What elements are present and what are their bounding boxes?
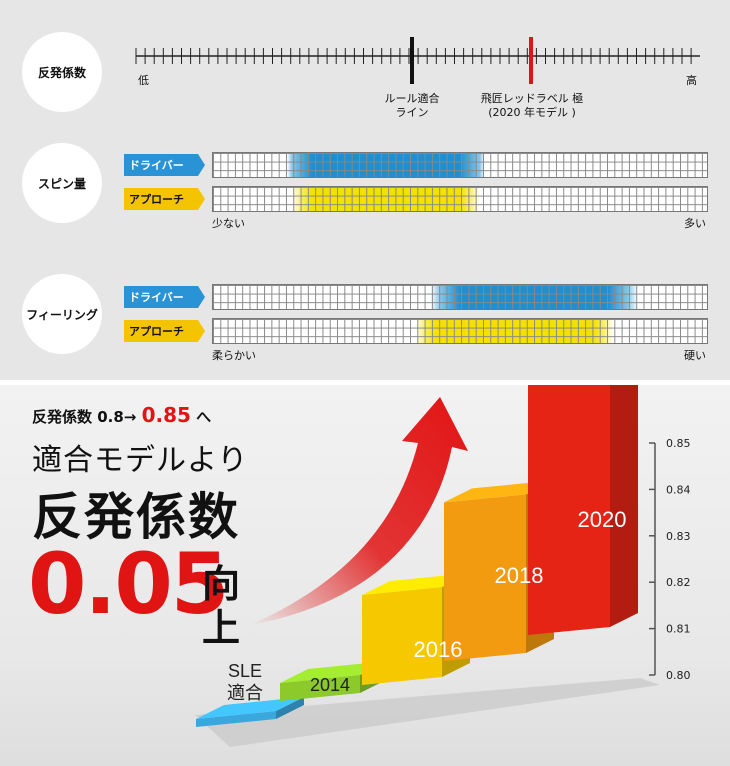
rule-line-caption: ルール適合 ライン bbox=[372, 92, 452, 120]
spin-driver-tag-text: ドライバー bbox=[129, 159, 184, 172]
feeling-driver-tag: ドライバー bbox=[124, 286, 205, 308]
feeling-driver-tag-text: ドライバー bbox=[129, 291, 184, 304]
bar-front bbox=[196, 711, 276, 727]
promo-panel: 反発係数 0.8→ 0.85 へ 適合モデルより 反発係数 0.05 向 上 0… bbox=[0, 385, 730, 766]
promo-big-suffix-1: 向 bbox=[202, 562, 241, 606]
feeling-high-label: 硬い bbox=[684, 349, 706, 362]
rebound-circle: 反発係数 bbox=[22, 32, 102, 112]
rule-line-caption-1: ルール適合 bbox=[384, 92, 440, 105]
scale-high-label: 高 bbox=[686, 74, 697, 87]
bar-label-2018: 2018 bbox=[495, 563, 544, 588]
y-axis-tick-label: 0.81 bbox=[666, 623, 691, 636]
feeling-driver-bar bbox=[212, 284, 708, 310]
scale-low-label: 低 bbox=[138, 74, 149, 87]
y-axis-tick-label: 0.85 bbox=[666, 437, 691, 450]
promo-big-suffix-2: 上 bbox=[202, 606, 241, 650]
feeling-approach-bar bbox=[212, 318, 708, 344]
spec-panel: 反発係数 低 高 ルール適合 ライン 飛匠レッドラベル 極 (2020 年モデル… bbox=[0, 0, 730, 380]
spin-approach-bar bbox=[212, 186, 708, 212]
rebound-label: 反発係数 bbox=[37, 65, 86, 80]
promo-line-1-suffix: へ bbox=[190, 408, 212, 426]
bar-top bbox=[280, 661, 388, 683]
growth-arrow bbox=[250, 397, 468, 625]
rebound-scale bbox=[135, 37, 700, 84]
y-axis-tick-label: 0.82 bbox=[666, 576, 691, 589]
y-axis-tick-label: 0.83 bbox=[666, 530, 691, 543]
y-axis-tick-label: 0.80 bbox=[666, 669, 691, 682]
spin-low-label: 少ない bbox=[212, 217, 245, 230]
bar-top bbox=[196, 697, 304, 719]
bar-front bbox=[362, 587, 442, 685]
feeling-low-label: 柔らかい bbox=[212, 349, 256, 362]
rule-line-caption-2: ライン bbox=[395, 106, 429, 119]
bar-front bbox=[280, 675, 360, 701]
chart-floor bbox=[195, 678, 660, 747]
spin-approach-tag: アプローチ bbox=[124, 188, 205, 210]
product-line-caption-2: (2020 年モデル ) bbox=[488, 106, 576, 119]
bar-label-2016: 2016 bbox=[414, 637, 463, 662]
bar-label-2014: 2014 bbox=[310, 675, 350, 695]
feeling-approach-tag: アプローチ bbox=[124, 320, 205, 342]
promo-line-1-prefix: 反発係数 0.8→ bbox=[32, 408, 142, 426]
spin-circle: スピン量 bbox=[22, 143, 102, 223]
bar-top bbox=[444, 480, 554, 503]
spin-high-label: 多い bbox=[684, 217, 706, 230]
bar-label-sle-1: SLE bbox=[228, 661, 262, 681]
product-line-caption: 飛匠レッドラベル 極 (2020 年モデル ) bbox=[471, 92, 593, 120]
promo-line-1: 反発係数 0.8→ 0.85 へ bbox=[32, 403, 211, 427]
bar-side bbox=[276, 697, 304, 719]
promo-line-2: 適合モデルより bbox=[32, 443, 249, 478]
spin-approach-tag-text: アプローチ bbox=[129, 193, 184, 206]
spin-label: スピン量 bbox=[37, 176, 86, 191]
spin-driver-tag: ドライバー bbox=[124, 154, 205, 176]
promo-line-3: 反発係数 bbox=[32, 488, 240, 546]
spin-driver-bar bbox=[212, 152, 708, 178]
feeling-circle: フィーリング bbox=[22, 274, 102, 354]
y-axis-tick-label: 0.84 bbox=[666, 483, 691, 496]
promo-line-1-value: 0.85 bbox=[141, 403, 191, 427]
bar-label-sle-2: 適合 bbox=[227, 683, 263, 703]
bar-label-2020: 2020 bbox=[578, 507, 627, 532]
bar-top bbox=[362, 573, 470, 595]
promo-big-number: 0.05 bbox=[28, 535, 229, 633]
bar-side bbox=[610, 385, 638, 627]
feeling-label: フィーリング bbox=[26, 307, 98, 322]
bar-front bbox=[528, 385, 610, 635]
product-line-caption-1: 飛匠レッドラベル 極 bbox=[480, 92, 584, 105]
bar-front bbox=[444, 494, 526, 661]
feeling-approach-tag-text: アプローチ bbox=[129, 325, 184, 338]
